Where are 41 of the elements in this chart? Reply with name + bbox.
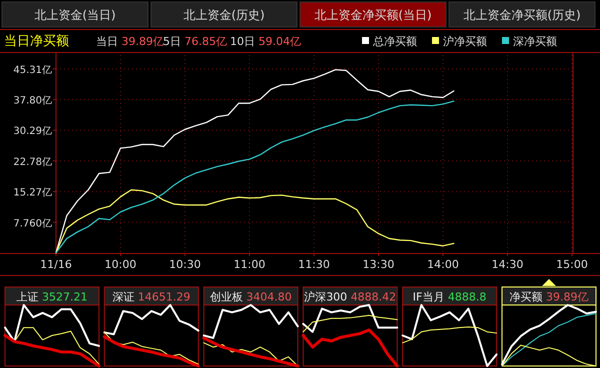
legend-label: 沪净买额 xyxy=(443,35,487,48)
y-tick-label: 30.29亿 xyxy=(13,126,52,138)
text: 北上资金(当日) xyxy=(34,8,116,22)
y-tick-label: 22.78亿 xyxy=(13,156,52,168)
chart-title: 净买额 xyxy=(510,290,546,304)
legend-label: 深净买额 xyxy=(513,35,557,48)
chart-title: 深证 xyxy=(112,290,138,304)
chart-subtitle: 14651.29 xyxy=(138,290,190,304)
x-tick-label: 14:00 xyxy=(427,258,459,271)
text: 北上资金净买额(当日) xyxy=(314,8,432,22)
line-series xyxy=(55,189,454,254)
x-tick-label: 15:00 xyxy=(556,258,588,271)
line-series xyxy=(55,69,454,254)
text: 北上资金净买额(历史) xyxy=(463,8,581,22)
text: 当日 39.89亿 xyxy=(96,35,164,48)
chart-title: 上证 xyxy=(16,290,42,304)
chart-subtitle: 3527.21 xyxy=(42,290,88,304)
y-tick-label: 45.31亿 xyxy=(13,64,52,76)
x-tick-label: 13:30 xyxy=(362,258,394,271)
chart-subtitle: 4888.42 xyxy=(350,290,396,304)
y-tick-label: 37.80亿 xyxy=(13,96,52,107)
text: 10日 59.04亿 xyxy=(230,35,301,48)
x-tick-label: 11:00 xyxy=(234,258,266,271)
chart-subtitle: 39.89亿 xyxy=(546,290,588,304)
text: 5日 76.85亿 xyxy=(163,35,227,48)
text: 北上资金(历史) xyxy=(183,8,265,22)
x-tick-label: 11/16 xyxy=(40,258,72,271)
x-tick-label: 14:30 xyxy=(492,258,524,271)
chart-title: 沪深300 xyxy=(304,290,351,304)
line-series xyxy=(55,100,454,254)
chart-title: 当日净买额 xyxy=(4,34,69,49)
chart-subtitle: 3404.80 xyxy=(246,290,292,304)
chart-subtitle: 4888.8 xyxy=(448,290,486,304)
x-tick-label: 11:30 xyxy=(298,258,330,271)
chart-title: 创业板 xyxy=(210,290,246,304)
chart-title: IF当月 xyxy=(412,290,448,304)
y-tick-label: 15.27亿 xyxy=(13,188,52,199)
x-tick-label: 10:30 xyxy=(169,258,201,271)
x-tick-label: 10:00 xyxy=(104,258,136,271)
legend-label: 总净买额 xyxy=(372,35,417,48)
y-tick-label: 7.760亿 xyxy=(13,218,52,230)
